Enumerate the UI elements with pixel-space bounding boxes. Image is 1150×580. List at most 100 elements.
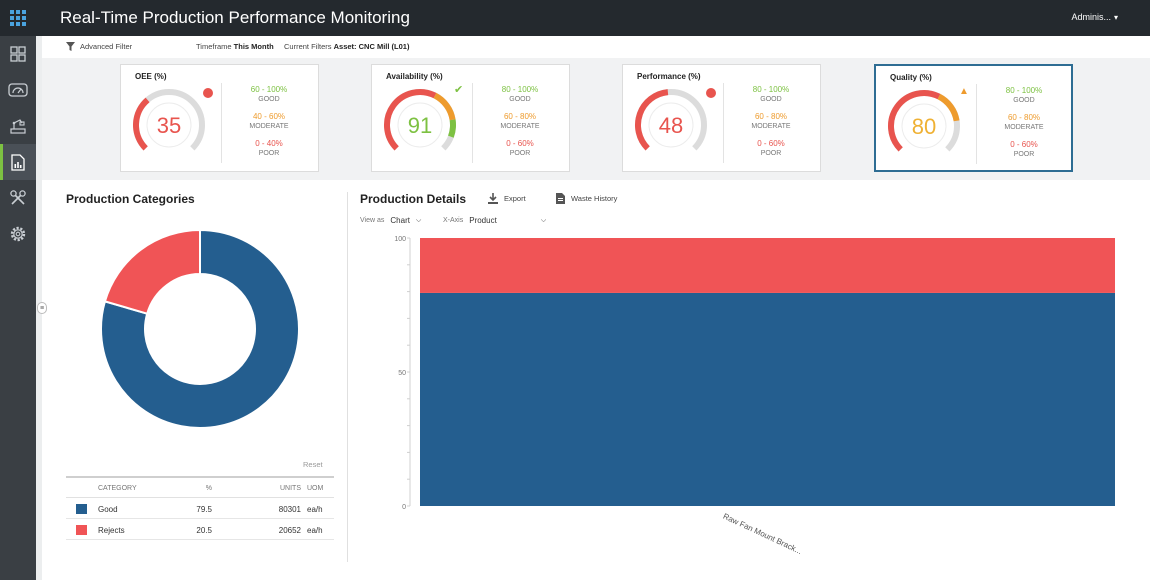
- sidebar-item-reports[interactable]: [0, 144, 36, 180]
- y-tick-label: 0: [402, 504, 406, 511]
- range-moderate-label: MODERATE: [249, 123, 289, 130]
- machine-icon: [10, 119, 26, 134]
- gauge-fill-segment: [384, 89, 437, 151]
- user-menu[interactable]: Adminis... ▾: [1071, 12, 1118, 22]
- header-uom[interactable]: UOM: [307, 485, 324, 492]
- range-poor-label: POOR: [760, 150, 782, 157]
- color-swatch: [76, 525, 87, 535]
- gauge-inner-ring: [648, 102, 694, 148]
- header-units[interactable]: UNITS: [280, 485, 301, 492]
- current-filters-label: Current Filters: [284, 42, 332, 51]
- category-name: Good: [98, 505, 118, 514]
- timeframe-label: Timeframe: [196, 42, 232, 51]
- sidebar-collapse-handle[interactable]: ≡: [37, 302, 47, 314]
- app-title: Real-Time Production Performance Monitor…: [60, 8, 410, 27]
- waste-history-button[interactable]: Waste History: [556, 193, 617, 204]
- range-moderate: 40 - 60%: [252, 112, 286, 121]
- donut-slice-rejects: [103, 229, 201, 315]
- gauge-fill-segment: [448, 119, 456, 138]
- table-header: CATEGORY % UNITS UOM: [66, 476, 334, 498]
- kpi-title: Availability (%): [386, 72, 443, 81]
- grid-icon: [10, 10, 26, 26]
- range-moderate: 60 - 80%: [503, 112, 537, 121]
- table-row[interactable]: Good 79.5 80301 ea/h: [66, 498, 334, 519]
- export-label: Export: [504, 194, 526, 203]
- donut-slice-good: [100, 229, 300, 429]
- chevron-down-icon: ▾: [1113, 12, 1118, 22]
- export-button[interactable]: Export: [488, 193, 526, 204]
- range-moderate-label: MODERATE: [500, 123, 540, 130]
- kpi-card-quality[interactable]: Quality (%) 80 ▲ 80 - 100% GOOD 60 - 80%…: [874, 64, 1073, 172]
- waste-history-label: Waste History: [571, 194, 618, 203]
- current-filters-value: Asset: CNC Mill (L01): [333, 42, 410, 51]
- view-as-select[interactable]: View as Chart ⌵: [360, 216, 421, 225]
- range-good-label: GOOD: [509, 96, 531, 103]
- range-moderate: 60 - 80%: [754, 112, 788, 121]
- color-swatch: [76, 504, 87, 514]
- tools-icon: [10, 190, 26, 205]
- range-poor: 0 - 60%: [1010, 140, 1038, 149]
- filter-bar: Advanced Filter Timeframe This Month Cur…: [42, 36, 1150, 58]
- category-table: CATEGORY % UNITS UOM Good 79.5 80301 ea/…: [66, 476, 334, 540]
- sidebar: [0, 36, 36, 580]
- range-good: 80 - 100%: [1005, 86, 1043, 95]
- bar-segment-rejects: [420, 238, 1115, 293]
- timeframe-value: This Month: [233, 42, 274, 51]
- gauge-value: 80: [912, 114, 936, 139]
- kpi-strip: OEE (%) 35 60 - 100% GOOD 40 - 60% MODER…: [42, 58, 1150, 180]
- sidebar-item-machine[interactable]: [0, 108, 36, 144]
- range-moderate: 60 - 80%: [1007, 113, 1041, 122]
- x-axis-select[interactable]: X-Axis Product ⌵: [443, 216, 546, 225]
- table-row[interactable]: Rejects 20.5 20652 ea/h: [66, 519, 334, 540]
- kpi-divider: [221, 83, 222, 163]
- gauge-value: 35: [157, 113, 181, 138]
- kpi-gauge: 35: [133, 89, 205, 151]
- range-good: 80 - 100%: [501, 85, 539, 94]
- x-axis-label: X-Axis: [443, 217, 464, 224]
- kpi-legend: 80 - 100% GOOD 60 - 80% MODERATE 0 - 60%…: [980, 86, 1068, 167]
- sidebar-item-gauge[interactable]: [0, 72, 36, 108]
- range-moderate-label: MODERATE: [751, 123, 791, 130]
- category-percent: 20.5: [196, 526, 212, 535]
- range-good: 60 - 100%: [250, 85, 288, 94]
- gauge-value: 48: [659, 113, 683, 138]
- sidebar-item-settings[interactable]: [0, 216, 36, 252]
- timeframe-filter[interactable]: Timeframe This Month: [196, 42, 274, 51]
- production-categories-donut-chart: [100, 229, 300, 429]
- alert-dot-icon: [203, 88, 213, 98]
- y-tick-label: 50: [398, 370, 406, 377]
- header-category[interactable]: CATEGORY: [98, 485, 137, 492]
- top-bar: Real-Time Production Performance Monitor…: [0, 0, 1150, 36]
- gauge-fill-segment: [433, 92, 456, 121]
- document-icon: [556, 193, 565, 204]
- report-icon: [11, 153, 25, 171]
- user-name: Adminis...: [1071, 12, 1111, 22]
- app-launcher-button[interactable]: [0, 0, 36, 36]
- warning-icon: ▲: [959, 86, 969, 97]
- range-good-label: GOOD: [1013, 97, 1035, 104]
- dashboard-icon: [10, 46, 26, 62]
- reset-link[interactable]: Reset: [303, 460, 323, 469]
- production-details-title: Production Details: [360, 192, 467, 206]
- filter-icon: [66, 42, 75, 51]
- kpi-title: OEE (%): [135, 72, 167, 81]
- kpi-card-performance[interactable]: Performance (%) 48 80 - 100% GOOD 60 - 8…: [622, 64, 821, 172]
- chevron-down-icon: ⌵: [540, 216, 547, 224]
- kpi-legend: 80 - 100% GOOD 60 - 80% MODERATE 0 - 60%…: [476, 85, 564, 166]
- gauge-fill-segment: [635, 89, 669, 151]
- x-tick-label: Raw Fan Mount Brack...: [722, 512, 804, 556]
- gauge-value: 91: [408, 113, 432, 138]
- category-units: 80301: [278, 505, 301, 514]
- range-good: 80 - 100%: [752, 85, 790, 94]
- kpi-card-oee[interactable]: OEE (%) 35 60 - 100% GOOD 40 - 60% MODER…: [120, 64, 319, 172]
- range-poor: 0 - 40%: [255, 139, 283, 148]
- header-percent[interactable]: %: [205, 485, 212, 492]
- kpi-title: Quality (%): [890, 73, 932, 82]
- kpi-card-availability[interactable]: Availability (%) 91 ✔ 80 - 100% GOOD 60 …: [371, 64, 570, 172]
- kpi-title: Performance (%): [637, 72, 701, 81]
- category-units: 20652: [278, 526, 301, 535]
- sidebar-item-dashboard[interactable]: [0, 36, 36, 72]
- sidebar-item-tools[interactable]: [0, 180, 36, 216]
- range-poor: 0 - 60%: [757, 139, 785, 148]
- advanced-filter-button[interactable]: Advanced Filter: [66, 42, 132, 51]
